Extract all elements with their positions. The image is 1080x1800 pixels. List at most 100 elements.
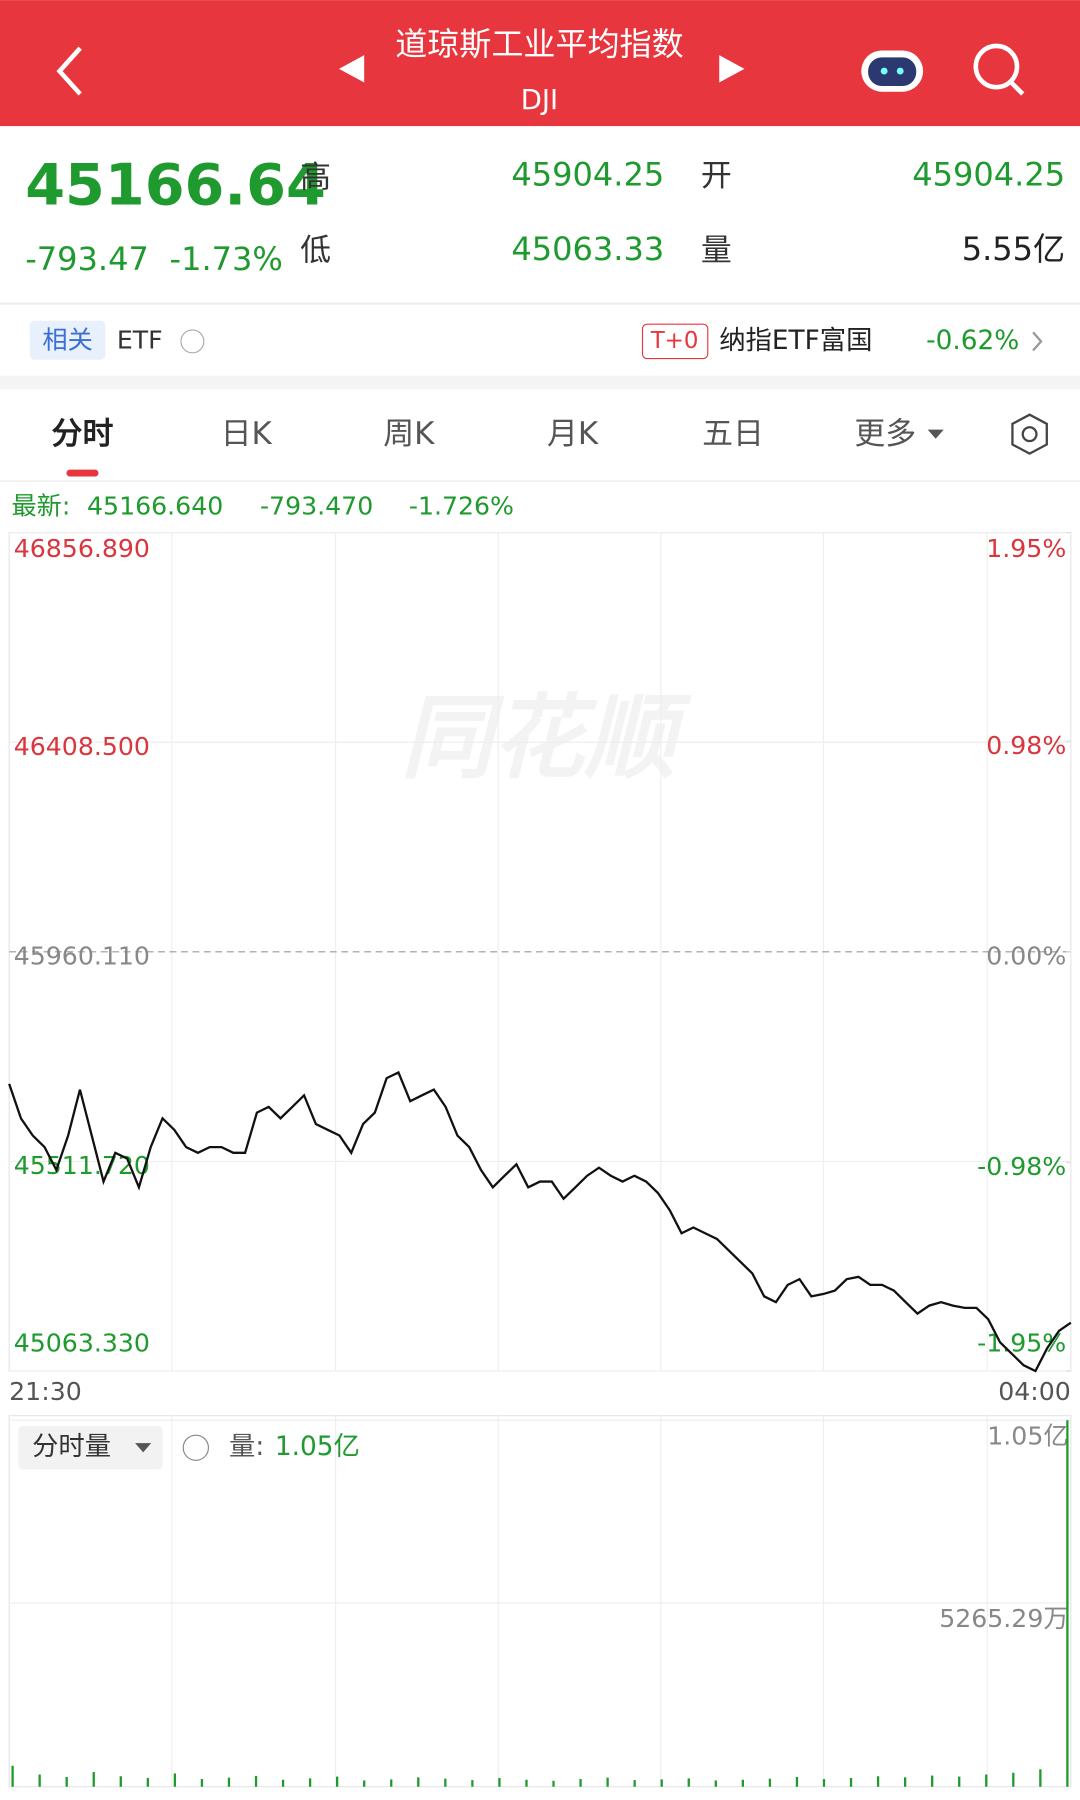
watermark: 同花顺	[401, 684, 692, 791]
chevron[interactable]	[1032, 331, 1043, 352]
volume-bar	[65, 1776, 68, 1787]
price-line	[8, 1070, 1072, 1373]
tab-indicator	[66, 469, 99, 477]
volume-label: 量:	[229, 1432, 264, 1462]
volume-bar	[308, 1778, 312, 1787]
volume-bar	[1012, 1772, 1015, 1787]
etf-name[interactable]: 纳指ETF富国	[719, 326, 872, 356]
volume-selector[interactable]: 分时量	[32, 1432, 111, 1462]
selector-bg[interactable]	[18, 1425, 163, 1470]
latest-price: 45166.640	[87, 491, 223, 520]
open: 45904.25	[912, 155, 1065, 193]
etf-badge: T+0	[650, 328, 699, 354]
tab[interactable]: 周K	[383, 416, 435, 452]
y2-tick-label: -0.98%	[977, 1152, 1066, 1181]
volume-bar	[903, 1777, 907, 1787]
volume-bar	[498, 1778, 501, 1787]
volume-bar	[525, 1779, 528, 1787]
tab[interactable]: 日K	[221, 416, 273, 452]
help-icon[interactable]	[182, 1434, 210, 1461]
price-chart: 46856.890 46408.500 45960.110 45511.720 4506…	[8, 532, 1072, 1373]
volume-bar	[958, 1776, 961, 1787]
volume-bar	[1066, 1420, 1069, 1787]
volume-bar	[363, 1780, 366, 1787]
volume-bar	[1039, 1769, 1042, 1787]
volume-bar	[92, 1772, 95, 1787]
latest-label: 最新:	[11, 491, 70, 520]
y-tick-label: 45063.330	[14, 1329, 150, 1358]
volume-bar	[417, 1777, 420, 1787]
volume-bar	[768, 1778, 772, 1787]
y-tick-label: 45511.720	[14, 1151, 150, 1180]
settings-icon-center	[1021, 426, 1038, 443]
y2-tick-label: -1.95%	[977, 1329, 1066, 1358]
badge-bg	[641, 323, 709, 360]
volume-bar	[795, 1776, 799, 1787]
back-button[interactable]	[56, 46, 82, 96]
etf-tag: 相关	[42, 325, 92, 354]
volume-bar	[227, 1777, 231, 1787]
etf-tag-bg	[29, 320, 106, 360]
settings-icon[interactable]	[1011, 413, 1048, 455]
etf-label: ETF	[117, 325, 163, 354]
low: 45063.33	[511, 230, 664, 268]
volume-bar	[336, 1776, 339, 1787]
volume-bar	[281, 1779, 285, 1787]
volume-bar	[579, 1779, 582, 1787]
low-label: 低	[300, 233, 331, 269]
change-pct: -1.73%	[170, 240, 283, 278]
tab[interactable]: 更多	[854, 416, 916, 452]
volume-bar	[633, 1780, 636, 1787]
volume-frame	[8, 1415, 1072, 1788]
volume-bar	[849, 1778, 853, 1787]
open-label: 开	[701, 158, 732, 194]
tab-bar: 分时 日K 周K 月K 五日 更多	[52, 416, 944, 452]
y2-tick-label: 0.00%	[986, 942, 1066, 971]
latest-change: -793.470	[260, 491, 373, 520]
prev-arrow[interactable]	[339, 55, 365, 83]
volume-bar	[38, 1774, 41, 1787]
y-tick-label: 46856.890	[14, 534, 150, 563]
y-tick-label: 5265.29万	[939, 1604, 1068, 1633]
price: 45166.64	[25, 152, 326, 219]
tab[interactable]: 分时	[52, 416, 114, 452]
volume-value: 1.05亿	[275, 1432, 360, 1462]
volume-bar	[741, 1779, 744, 1787]
volume-bar	[687, 1778, 690, 1787]
help-icon[interactable]	[180, 329, 205, 354]
volume-bar	[660, 1779, 663, 1787]
y-tick-label: 1.05亿	[987, 1421, 1068, 1450]
time-start: 21:30	[9, 1377, 82, 1406]
volume-bar	[606, 1777, 609, 1787]
tab[interactable]: 五日	[702, 416, 764, 452]
tab[interactable]: 月K	[547, 416, 599, 452]
volume-bar	[444, 1778, 447, 1787]
volume-bar	[552, 1780, 555, 1787]
volume-bar	[200, 1779, 204, 1787]
volume-bar	[173, 1773, 177, 1787]
more-arrow[interactable]	[927, 429, 944, 439]
y-tick-label: 46408.500	[14, 732, 150, 761]
volume-label: 量	[701, 233, 732, 269]
volume-bar	[390, 1779, 393, 1787]
volume-bar	[11, 1765, 14, 1787]
high-label: 高	[300, 159, 331, 195]
volume-bar	[254, 1775, 258, 1787]
volume-bar	[931, 1775, 934, 1787]
volume-chart: 1.05亿 5265.29万	[9, 1415, 1071, 1787]
high: 45904.25	[511, 155, 664, 193]
volume-bar	[876, 1776, 880, 1787]
change: -793.47	[25, 240, 149, 278]
code: DJI	[521, 84, 558, 116]
robot-icon[interactable]	[861, 50, 924, 92]
volume-bar	[146, 1778, 149, 1787]
dropdown-arrow[interactable]	[135, 1443, 152, 1453]
time-end: 04:00	[998, 1377, 1071, 1406]
y2-tick-label: 0.98%	[986, 731, 1066, 760]
section-gap	[0, 375, 1080, 390]
volume-bar	[471, 1780, 474, 1787]
volume-bar	[822, 1779, 826, 1787]
search-icon[interactable]	[973, 43, 1025, 96]
next-arrow[interactable]	[719, 55, 745, 83]
